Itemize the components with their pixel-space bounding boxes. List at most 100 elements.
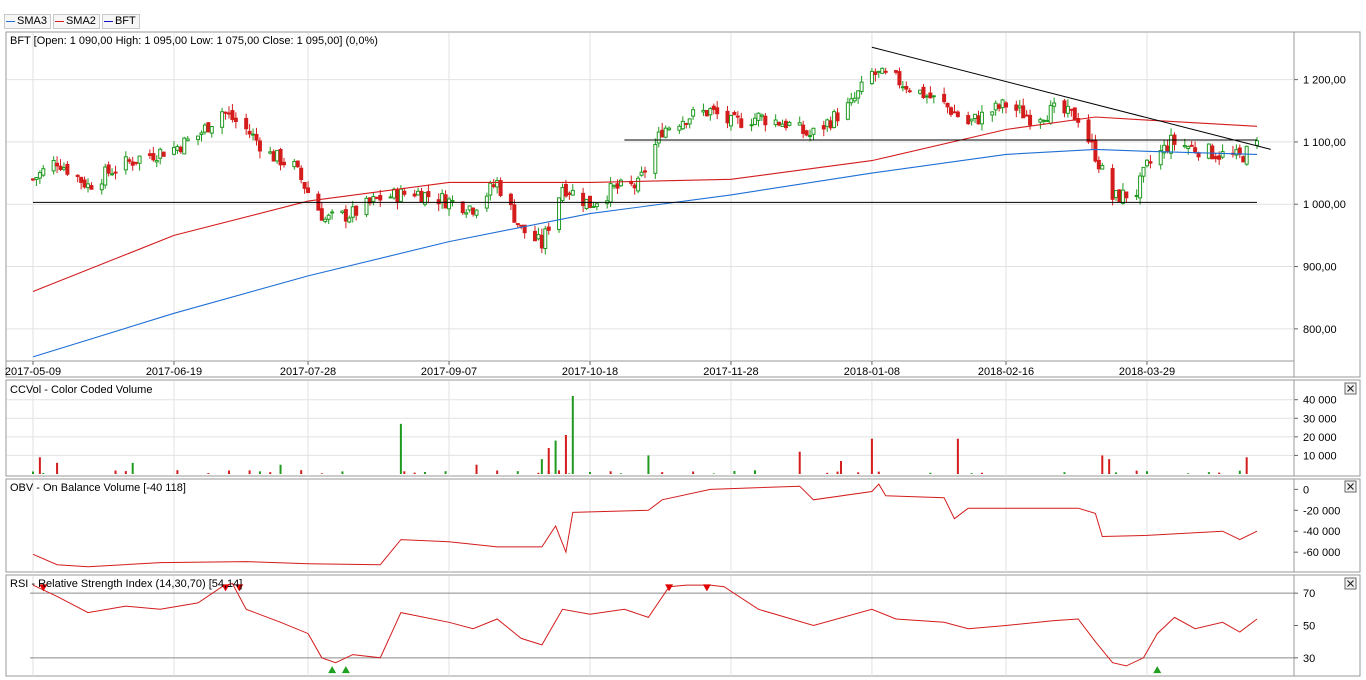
candle-body — [783, 120, 788, 129]
rsi-line — [32, 582, 1258, 667]
candle — [969, 118, 974, 126]
close-obv-pane-button[interactable] — [1344, 480, 1357, 493]
candle — [402, 187, 407, 197]
candle-body — [615, 183, 620, 189]
volume-bar — [540, 459, 543, 474]
close-rsi-pane-button[interactable] — [1344, 577, 1357, 590]
candle-body — [952, 111, 957, 114]
candle — [1110, 164, 1115, 206]
candle — [873, 68, 878, 82]
candle-body — [299, 167, 304, 181]
candle-body — [464, 212, 469, 215]
legend-label: SMA2 — [65, 15, 96, 27]
volume-bar — [564, 435, 567, 474]
candle — [1100, 162, 1105, 170]
candle-body — [350, 206, 355, 218]
volume-bar — [588, 471, 591, 474]
candle — [343, 205, 348, 229]
candle-body — [1076, 118, 1081, 123]
candle-body — [58, 165, 63, 171]
candle — [75, 174, 80, 183]
candle — [869, 68, 874, 85]
candle-body — [780, 123, 785, 127]
candle — [86, 178, 91, 193]
x-tick-label: 2017-05-09 — [5, 366, 61, 378]
rsi-tick-label: 30 — [1303, 653, 1315, 665]
candle-body — [1182, 144, 1187, 148]
candle-body — [103, 166, 108, 186]
candle — [1158, 144, 1163, 170]
x-tick-label: 2017-06-19 — [146, 366, 202, 378]
candle — [880, 67, 885, 74]
candle — [835, 108, 840, 127]
candle — [1089, 133, 1094, 150]
candle-body — [1038, 118, 1043, 123]
candle — [973, 113, 978, 124]
candle — [567, 191, 572, 200]
volume-bar — [554, 440, 557, 474]
candle — [1193, 141, 1198, 154]
candle-body — [1213, 156, 1218, 160]
price-pane-title: BFT [Open: 1 090,00 High: 1 095,00 Low: … — [10, 35, 378, 47]
candle-body — [756, 112, 761, 121]
candle-body — [185, 138, 190, 142]
volume-bar — [300, 470, 303, 474]
candle — [756, 112, 761, 127]
candle — [1076, 112, 1081, 128]
candle-body — [777, 121, 782, 126]
candle-body — [1069, 108, 1074, 111]
candle-body — [845, 102, 850, 120]
candle-body — [869, 70, 874, 85]
candle-body — [268, 151, 273, 154]
candle-body — [306, 187, 311, 193]
volume-bar — [38, 457, 41, 474]
volume-series — [32, 396, 1248, 474]
candle — [41, 165, 46, 177]
candle — [340, 210, 345, 215]
close-icon — [1347, 483, 1354, 490]
candle-body — [876, 70, 881, 73]
candle-body — [1065, 105, 1070, 114]
close-icon — [1347, 580, 1354, 587]
legend-item-sma2[interactable]: SMA2 — [52, 14, 100, 29]
candle-body — [1169, 134, 1174, 154]
candle — [1045, 115, 1050, 122]
candle — [704, 110, 709, 117]
candle-body — [990, 111, 995, 116]
candle — [667, 126, 672, 131]
candle-body — [522, 224, 527, 234]
candle — [326, 213, 331, 224]
volume-bar — [341, 471, 344, 474]
candle-body — [1196, 152, 1201, 158]
candle — [130, 156, 135, 171]
candle — [584, 198, 589, 210]
candle — [1220, 144, 1225, 160]
candle-body — [584, 198, 589, 210]
candle — [1172, 132, 1177, 151]
candle-body — [364, 197, 369, 216]
candle-body — [460, 201, 465, 214]
candle — [1134, 189, 1139, 201]
volume-bar — [1245, 457, 1248, 474]
candle — [777, 121, 782, 127]
volume-tick-label: 10 000 — [1303, 450, 1337, 462]
legend-item-sma3[interactable]: SMA3 — [4, 14, 51, 29]
candle-body — [900, 86, 905, 89]
candle — [354, 205, 359, 221]
candle-body — [828, 120, 833, 129]
legend-item-bft[interactable]: BFT — [101, 14, 140, 29]
candle — [680, 116, 685, 131]
volume-bar — [227, 470, 230, 474]
rsi-series — [32, 582, 1258, 674]
volume-tick-label: 20 000 — [1303, 432, 1337, 444]
candle — [1048, 100, 1053, 125]
candle-body — [137, 155, 142, 164]
candle — [773, 114, 778, 128]
close-volume-pane-button[interactable] — [1344, 382, 1357, 395]
candle — [51, 156, 56, 175]
volume-bar — [1145, 471, 1148, 474]
candle — [1210, 143, 1215, 160]
candle-body — [1014, 104, 1019, 111]
sell-signal-marker — [665, 584, 674, 592]
candle-body — [773, 119, 778, 126]
